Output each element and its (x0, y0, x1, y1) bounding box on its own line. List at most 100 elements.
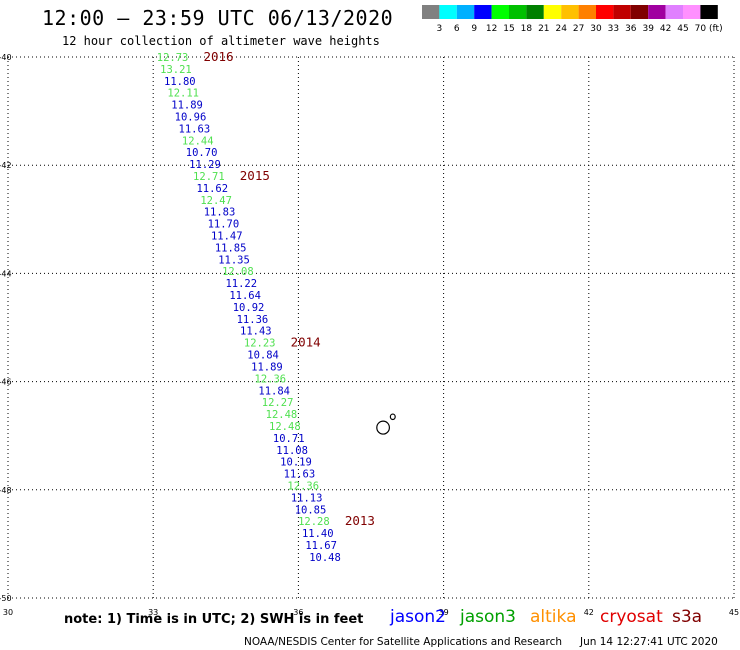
time-label: 2016 (203, 49, 233, 64)
scale-value-label: 39 (642, 24, 654, 34)
scale-swatch (596, 5, 614, 19)
wave-height-label: 11.62 (196, 183, 228, 195)
scale-value-label: 30 (590, 24, 602, 34)
footer: NOAA/NESDIS Center for Satellite Applica… (244, 636, 718, 648)
y-tick-label: -44 (0, 269, 12, 278)
scale-swatch (439, 5, 457, 19)
wave-height-label: 10.70 (186, 147, 218, 159)
wave-height-label: 11.29 (189, 159, 221, 171)
time-label: 2014 (291, 335, 321, 350)
map-subtitle: 12 hour collection of altimeter wave hei… (62, 34, 380, 48)
wave-height-label: 10.85 (295, 504, 327, 516)
scale-value-label: 27 (573, 24, 584, 34)
scale-swatch (665, 5, 683, 19)
scale-swatch (578, 5, 596, 19)
x-tick-label: 39 (439, 608, 449, 617)
scale-swatch (526, 5, 544, 19)
scale-swatch (474, 5, 492, 19)
scale-value-label: 70 (695, 24, 707, 34)
scale-swatch (700, 5, 718, 19)
wave-height-label: 10.19 (280, 457, 312, 469)
map-grid (7, 56, 735, 599)
scale-value-label: 33 (608, 24, 619, 34)
y-tick-label: -48 (0, 486, 12, 495)
x-tick-label: 30 (3, 608, 13, 617)
scale-swatch (561, 5, 579, 19)
map-title: 12:00 – 23:59 UTC 06/13/2020 (42, 6, 394, 30)
islands (376, 413, 396, 435)
scale-value-label: 3 (437, 24, 443, 34)
scale-unit-label: (ft) (709, 24, 723, 34)
color-scale-legend: 3 6 9 12 15 18 21 24 27 30 33 36 39 42 45 70 (ft) (422, 5, 723, 34)
scale-value-label: 21 (538, 24, 549, 34)
scale-swatch (456, 5, 475, 19)
footer-timestamp: Jun 14 12:27:41 UTC 2020 (580, 636, 718, 648)
scale-swatch (630, 5, 649, 19)
y-tick-label: -46 (0, 378, 12, 387)
time-label: 2015 (240, 168, 270, 183)
wave-height-label: 12.08 (222, 266, 254, 278)
island-small (389, 413, 396, 421)
scale-swatch (613, 5, 631, 19)
scale-swatch (422, 5, 440, 19)
wave-height-label: 12.48 (269, 421, 301, 433)
island-large (376, 420, 390, 435)
wave-height-label: 12.36 (287, 480, 319, 492)
time-label: 2013 (345, 513, 375, 528)
scale-value-label: 18 (521, 24, 533, 34)
scale-value-label: 36 (625, 24, 637, 34)
note-text: note: 1) Time is in UTC; 2) SWH is in fe… (64, 612, 364, 627)
wave-height-label: 12.27 (262, 397, 294, 409)
wave-height-label: 11.85 (215, 242, 247, 254)
footer-credit: NOAA/NESDIS Center for Satellite Applica… (244, 636, 562, 648)
legend-jason3: jason3 (460, 607, 516, 627)
wave-height-label: 12.48 (266, 409, 298, 421)
wave-height-label: 12.71 (193, 171, 225, 183)
wave-height-label: 12.73 (157, 52, 189, 64)
wave-height-label: 12.44 (182, 135, 214, 147)
x-tick-label: 45 (729, 608, 739, 617)
wave-height-label: 11.89 (171, 100, 203, 112)
wave-height-label: 10.71 (273, 433, 305, 445)
scale-value-label: 12 (486, 24, 497, 34)
wave-height-label: 11.70 (208, 219, 240, 231)
scale-swatch (491, 5, 509, 19)
legend-altika: altika (530, 607, 577, 627)
scale-value-label: 15 (503, 24, 514, 34)
axis-ticks: 30 33 36 39 42 45 -40 -42 -44 -46 -48 -50 (0, 53, 739, 617)
x-tick-label: 36 (293, 608, 303, 617)
legend-s3a: s3a (672, 607, 703, 627)
scale-swatch (683, 5, 701, 19)
wave-height-label: 12.11 (167, 88, 199, 100)
wave-height-label: 11.08 (276, 445, 308, 457)
wave-height-label: 11.40 (302, 528, 334, 540)
x-tick-label: 42 (584, 608, 594, 617)
wave-height-label: 11.80 (164, 76, 196, 88)
wave-height-label: 11.83 (204, 207, 236, 219)
legend-jason2: jason2 (390, 607, 446, 627)
scale-value-label: 6 (454, 24, 460, 34)
y-tick-label: -50 (0, 594, 12, 603)
wave-height-label: 12.23 (244, 338, 276, 350)
wave-height-label: 11.64 (229, 290, 261, 302)
wave-height-label: 12.36 (255, 373, 287, 385)
wave-height-label: 11.13 (291, 492, 323, 504)
wave-height-label: 11.22 (225, 278, 257, 290)
wave-height-label: 10.48 (309, 552, 341, 564)
scale-swatch (509, 5, 527, 19)
scale-value-label: 42 (660, 24, 671, 34)
wave-height-label: 11.89 (251, 361, 283, 373)
y-tick-label: -40 (0, 53, 12, 62)
scale-value-label: 45 (677, 24, 688, 34)
wave-height-label: 11.67 (305, 540, 337, 552)
wave-height-label: 10.92 (233, 302, 265, 314)
wave-height-label: 11.36 (237, 314, 269, 326)
wave-height-label: 11.47 (211, 231, 243, 243)
scale-value-label: 24 (555, 24, 567, 34)
wave-height-label: 11.63 (284, 469, 316, 481)
wave-height-label: 11.63 (179, 123, 211, 135)
scale-swatch (543, 5, 562, 19)
scale-swatch (648, 5, 666, 19)
wave-height-label: 10.84 (247, 350, 279, 362)
